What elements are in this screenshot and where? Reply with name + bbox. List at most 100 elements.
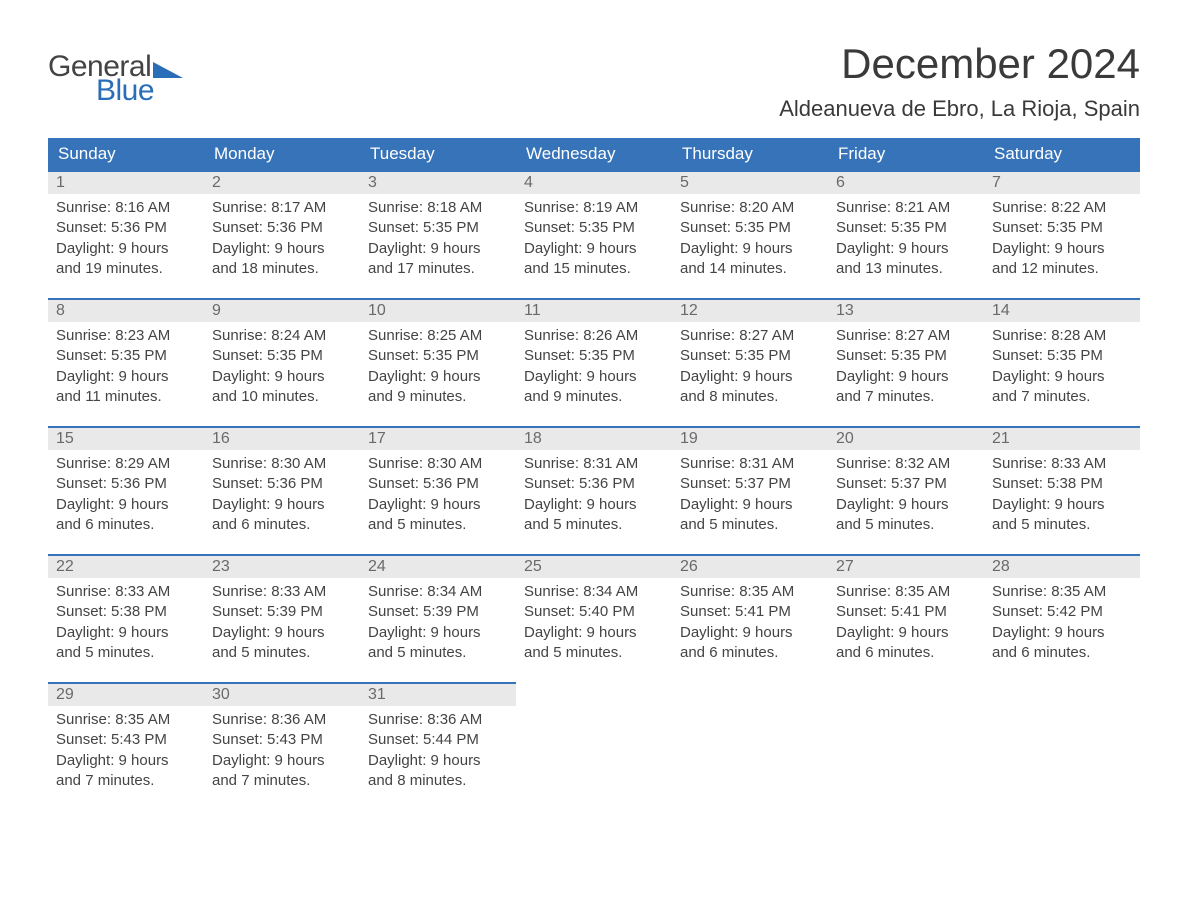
day-detail-line: Daylight: 9 hours xyxy=(212,239,352,259)
day-details: Sunrise: 8:35 AMSunset: 5:43 PMDaylight:… xyxy=(48,706,204,799)
day-detail-line: and 7 minutes. xyxy=(992,387,1132,407)
calendar-week-row: 15Sunrise: 8:29 AMSunset: 5:36 PMDayligh… xyxy=(48,426,1140,554)
day-detail-line: Sunset: 5:35 PM xyxy=(992,346,1132,366)
day-detail-line: Sunset: 5:35 PM xyxy=(524,346,664,366)
day-detail-line: Sunrise: 8:31 AM xyxy=(524,454,664,474)
day-detail-line: Sunset: 5:36 PM xyxy=(212,218,352,238)
day-detail-line: and 15 minutes. xyxy=(524,259,664,279)
weekday-header: Wednesday xyxy=(516,138,672,170)
day-detail-line: Sunrise: 8:27 AM xyxy=(680,326,820,346)
day-detail-line: Daylight: 9 hours xyxy=(56,623,196,643)
day-detail-line: Sunset: 5:40 PM xyxy=(524,602,664,622)
day-detail-line: Daylight: 9 hours xyxy=(524,367,664,387)
day-details: Sunrise: 8:33 AMSunset: 5:38 PMDaylight:… xyxy=(984,450,1140,543)
day-detail-line: and 5 minutes. xyxy=(56,643,196,663)
day-detail-line: Sunrise: 8:22 AM xyxy=(992,198,1132,218)
day-detail-line: and 6 minutes. xyxy=(212,515,352,535)
day-detail-line: Daylight: 9 hours xyxy=(368,367,508,387)
weekday-header: Sunday xyxy=(48,138,204,170)
location-subtitle: Aldeanueva de Ebro, La Rioja, Spain xyxy=(779,96,1140,122)
day-number: 27 xyxy=(828,554,984,578)
day-detail-line: Sunset: 5:41 PM xyxy=(836,602,976,622)
calendar-day-cell: 10Sunrise: 8:25 AMSunset: 5:35 PMDayligh… xyxy=(360,298,516,426)
day-detail-line: and 5 minutes. xyxy=(680,515,820,535)
day-detail-line: and 7 minutes. xyxy=(836,387,976,407)
day-detail-line: Sunrise: 8:32 AM xyxy=(836,454,976,474)
day-detail-line: Daylight: 9 hours xyxy=(524,495,664,515)
calendar-day-cell: 26Sunrise: 8:35 AMSunset: 5:41 PMDayligh… xyxy=(672,554,828,682)
calendar-week-row: 22Sunrise: 8:33 AMSunset: 5:38 PMDayligh… xyxy=(48,554,1140,682)
day-detail-line: Sunset: 5:43 PM xyxy=(212,730,352,750)
day-details: Sunrise: 8:30 AMSunset: 5:36 PMDaylight:… xyxy=(360,450,516,543)
day-detail-line: Sunrise: 8:28 AM xyxy=(992,326,1132,346)
day-detail-line: Sunrise: 8:24 AM xyxy=(212,326,352,346)
day-detail-line: Sunset: 5:35 PM xyxy=(368,346,508,366)
weekday-header: Thursday xyxy=(672,138,828,170)
calendar-day-cell: 17Sunrise: 8:30 AMSunset: 5:36 PMDayligh… xyxy=(360,426,516,554)
day-detail-line: Sunrise: 8:23 AM xyxy=(56,326,196,346)
day-details: Sunrise: 8:21 AMSunset: 5:35 PMDaylight:… xyxy=(828,194,984,287)
day-detail-line: Sunset: 5:43 PM xyxy=(56,730,196,750)
day-detail-line: and 5 minutes. xyxy=(368,515,508,535)
day-detail-line: and 5 minutes. xyxy=(992,515,1132,535)
calendar-header-row: Sunday Monday Tuesday Wednesday Thursday… xyxy=(48,138,1140,170)
calendar-day-cell xyxy=(672,682,828,810)
day-detail-line: Daylight: 9 hours xyxy=(992,367,1132,387)
day-detail-line: and 7 minutes. xyxy=(212,771,352,791)
day-detail-line: Daylight: 9 hours xyxy=(56,495,196,515)
calendar-day-cell: 23Sunrise: 8:33 AMSunset: 5:39 PMDayligh… xyxy=(204,554,360,682)
day-detail-line: Sunrise: 8:20 AM xyxy=(680,198,820,218)
calendar-day-cell: 20Sunrise: 8:32 AMSunset: 5:37 PMDayligh… xyxy=(828,426,984,554)
day-detail-line: Sunset: 5:35 PM xyxy=(680,218,820,238)
day-detail-line: Daylight: 9 hours xyxy=(212,495,352,515)
day-detail-line: Sunset: 5:38 PM xyxy=(56,602,196,622)
calendar-day-cell: 5Sunrise: 8:20 AMSunset: 5:35 PMDaylight… xyxy=(672,170,828,298)
calendar-day-cell: 9Sunrise: 8:24 AMSunset: 5:35 PMDaylight… xyxy=(204,298,360,426)
day-detail-line: Sunset: 5:42 PM xyxy=(992,602,1132,622)
day-detail-line: and 18 minutes. xyxy=(212,259,352,279)
calendar-day-cell: 29Sunrise: 8:35 AMSunset: 5:43 PMDayligh… xyxy=(48,682,204,810)
calendar-day-cell xyxy=(516,682,672,810)
day-detail-line: Sunrise: 8:18 AM xyxy=(368,198,508,218)
day-number: 31 xyxy=(360,682,516,706)
day-detail-line: Sunset: 5:35 PM xyxy=(212,346,352,366)
day-detail-line: Sunset: 5:35 PM xyxy=(836,346,976,366)
day-detail-line: Daylight: 9 hours xyxy=(368,495,508,515)
day-detail-line: Sunset: 5:35 PM xyxy=(368,218,508,238)
day-detail-line: Daylight: 9 hours xyxy=(56,751,196,771)
day-detail-line: and 5 minutes. xyxy=(524,515,664,535)
day-detail-line: Daylight: 9 hours xyxy=(524,623,664,643)
day-detail-line: and 6 minutes. xyxy=(56,515,196,535)
day-detail-line: Daylight: 9 hours xyxy=(212,367,352,387)
day-details: Sunrise: 8:28 AMSunset: 5:35 PMDaylight:… xyxy=(984,322,1140,415)
day-detail-line: Daylight: 9 hours xyxy=(56,239,196,259)
day-number: 20 xyxy=(828,426,984,450)
day-details: Sunrise: 8:16 AMSunset: 5:36 PMDaylight:… xyxy=(48,194,204,287)
calendar-day-cell: 1Sunrise: 8:16 AMSunset: 5:36 PMDaylight… xyxy=(48,170,204,298)
day-detail-line: Sunrise: 8:30 AM xyxy=(212,454,352,474)
calendar-day-cell: 15Sunrise: 8:29 AMSunset: 5:36 PMDayligh… xyxy=(48,426,204,554)
day-number: 22 xyxy=(48,554,204,578)
day-detail-line: Sunset: 5:37 PM xyxy=(836,474,976,494)
calendar-day-cell: 13Sunrise: 8:27 AMSunset: 5:35 PMDayligh… xyxy=(828,298,984,426)
day-details: Sunrise: 8:33 AMSunset: 5:38 PMDaylight:… xyxy=(48,578,204,671)
calendar-day-cell: 18Sunrise: 8:31 AMSunset: 5:36 PMDayligh… xyxy=(516,426,672,554)
calendar-day-cell: 19Sunrise: 8:31 AMSunset: 5:37 PMDayligh… xyxy=(672,426,828,554)
day-detail-line: Daylight: 9 hours xyxy=(56,367,196,387)
day-details: Sunrise: 8:36 AMSunset: 5:44 PMDaylight:… xyxy=(360,706,516,799)
day-details: Sunrise: 8:20 AMSunset: 5:35 PMDaylight:… xyxy=(672,194,828,287)
day-detail-line: Sunrise: 8:25 AM xyxy=(368,326,508,346)
calendar-day-cell: 4Sunrise: 8:19 AMSunset: 5:35 PMDaylight… xyxy=(516,170,672,298)
calendar-day-cell: 22Sunrise: 8:33 AMSunset: 5:38 PMDayligh… xyxy=(48,554,204,682)
day-detail-line: and 9 minutes. xyxy=(368,387,508,407)
day-details: Sunrise: 8:33 AMSunset: 5:39 PMDaylight:… xyxy=(204,578,360,671)
day-detail-line: Daylight: 9 hours xyxy=(680,495,820,515)
day-details: Sunrise: 8:31 AMSunset: 5:37 PMDaylight:… xyxy=(672,450,828,543)
day-detail-line: Sunrise: 8:35 AM xyxy=(992,582,1132,602)
day-number: 3 xyxy=(360,170,516,194)
day-detail-line: and 8 minutes. xyxy=(368,771,508,791)
day-number: 11 xyxy=(516,298,672,322)
day-number: 6 xyxy=(828,170,984,194)
day-detail-line: and 11 minutes. xyxy=(56,387,196,407)
day-number: 24 xyxy=(360,554,516,578)
